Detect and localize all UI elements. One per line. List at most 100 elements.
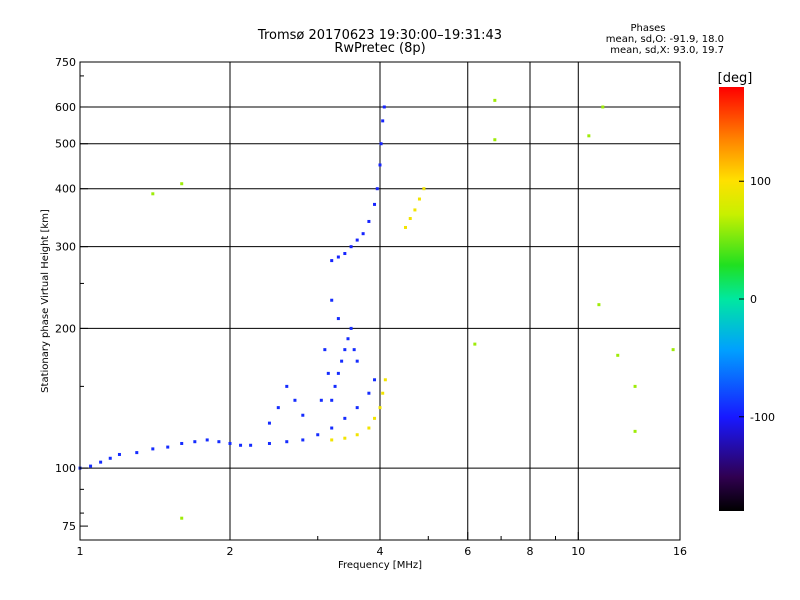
data-point <box>166 445 170 449</box>
data-point <box>367 219 371 223</box>
data-point <box>151 447 155 451</box>
data-point <box>493 98 497 102</box>
data-point <box>330 398 334 402</box>
phase-stats-heading: Phases <box>630 23 665 34</box>
data-point <box>349 245 353 249</box>
y-tick-label: 200 <box>55 322 76 335</box>
data-points <box>78 98 675 520</box>
data-point <box>301 413 305 417</box>
x-tick-label: 10 <box>571 545 585 558</box>
data-point <box>355 238 359 242</box>
data-point <box>239 443 243 447</box>
phase-stats-x: mean, sd,X: 93.0, 19.7 <box>610 45 724 56</box>
data-point <box>267 421 271 425</box>
data-point <box>343 252 347 256</box>
y-tick-label: 75 <box>62 520 76 533</box>
data-point <box>205 438 209 442</box>
data-point <box>180 516 184 520</box>
data-point <box>330 426 334 430</box>
data-point <box>180 441 184 445</box>
data-point <box>422 187 426 191</box>
colorbar-ticks: 100 0 -100 <box>739 175 775 424</box>
data-point <box>108 456 112 460</box>
data-point <box>373 416 377 420</box>
data-point <box>367 391 371 395</box>
data-point <box>89 464 93 468</box>
x-tick-label: 6 <box>464 545 471 558</box>
data-point <box>413 208 417 212</box>
colorbar-label: [deg] <box>718 71 753 86</box>
x-tick-label: 4 <box>377 545 384 558</box>
data-point <box>381 391 385 395</box>
x-tick-label: 8 <box>527 545 534 558</box>
phase-stats-o: mean, sd,O: -91.9, 18.0 <box>606 34 724 45</box>
data-point <box>301 438 305 442</box>
data-point <box>352 348 356 352</box>
data-point <box>383 378 387 382</box>
data-point <box>330 438 334 442</box>
data-point <box>417 197 421 201</box>
data-point <box>403 225 407 229</box>
data-point <box>336 255 340 259</box>
data-point <box>249 443 253 447</box>
data-point <box>378 406 382 410</box>
data-point <box>323 348 327 352</box>
data-point <box>355 406 359 410</box>
y-tick-label: 400 <box>55 183 76 196</box>
data-point <box>373 378 377 382</box>
data-point <box>228 441 232 445</box>
data-point <box>597 303 601 307</box>
data-point <box>473 342 477 346</box>
data-point <box>601 105 605 109</box>
data-point <box>378 163 382 167</box>
data-point <box>276 406 280 410</box>
data-point <box>343 436 347 440</box>
data-point <box>346 337 350 341</box>
y-tick-label: 300 <box>55 241 76 254</box>
data-point <box>180 182 184 186</box>
data-point <box>373 202 377 206</box>
data-point <box>316 433 320 437</box>
x-tick-label: 1 <box>77 545 84 558</box>
data-point <box>336 371 340 375</box>
data-point <box>293 398 297 402</box>
y-tick-label: 100 <box>55 462 76 475</box>
data-point <box>135 451 139 455</box>
data-point <box>151 192 155 196</box>
data-point <box>340 359 344 363</box>
data-point <box>375 187 379 191</box>
data-point <box>99 460 103 464</box>
data-point <box>408 217 412 221</box>
data-point <box>367 426 371 430</box>
grid-lines <box>80 62 680 540</box>
x-axis-label: Frequency [MHz] <box>338 560 422 571</box>
data-point <box>379 142 383 146</box>
data-point <box>333 384 337 388</box>
axis-ticks: 1 2 4 6 8 10 16 75 100 200 300 400 500 600 750 <box>55 56 687 558</box>
data-point <box>285 384 289 388</box>
chart-title: Tromsø 20170623 19:30:00–19:31:43 <box>257 28 502 43</box>
data-point <box>671 348 675 352</box>
data-point <box>493 138 497 142</box>
data-point <box>330 259 334 263</box>
data-point <box>319 398 323 402</box>
data-point <box>267 441 271 445</box>
data-point <box>193 440 197 444</box>
data-point <box>343 416 347 420</box>
data-point <box>349 326 353 330</box>
data-point <box>343 348 347 352</box>
data-point <box>217 440 221 444</box>
colorbar-tick-label: -100 <box>750 411 775 424</box>
y-tick-label: 500 <box>55 138 76 151</box>
data-point <box>326 371 330 375</box>
data-point <box>616 353 620 357</box>
data-point <box>381 119 385 123</box>
data-point <box>330 298 334 302</box>
y-tick-label: 600 <box>55 101 76 114</box>
data-point <box>587 134 591 138</box>
data-point <box>633 429 637 433</box>
x-tick-label: 2 <box>227 545 234 558</box>
data-point <box>355 433 359 437</box>
y-tick-label: 750 <box>55 56 76 69</box>
